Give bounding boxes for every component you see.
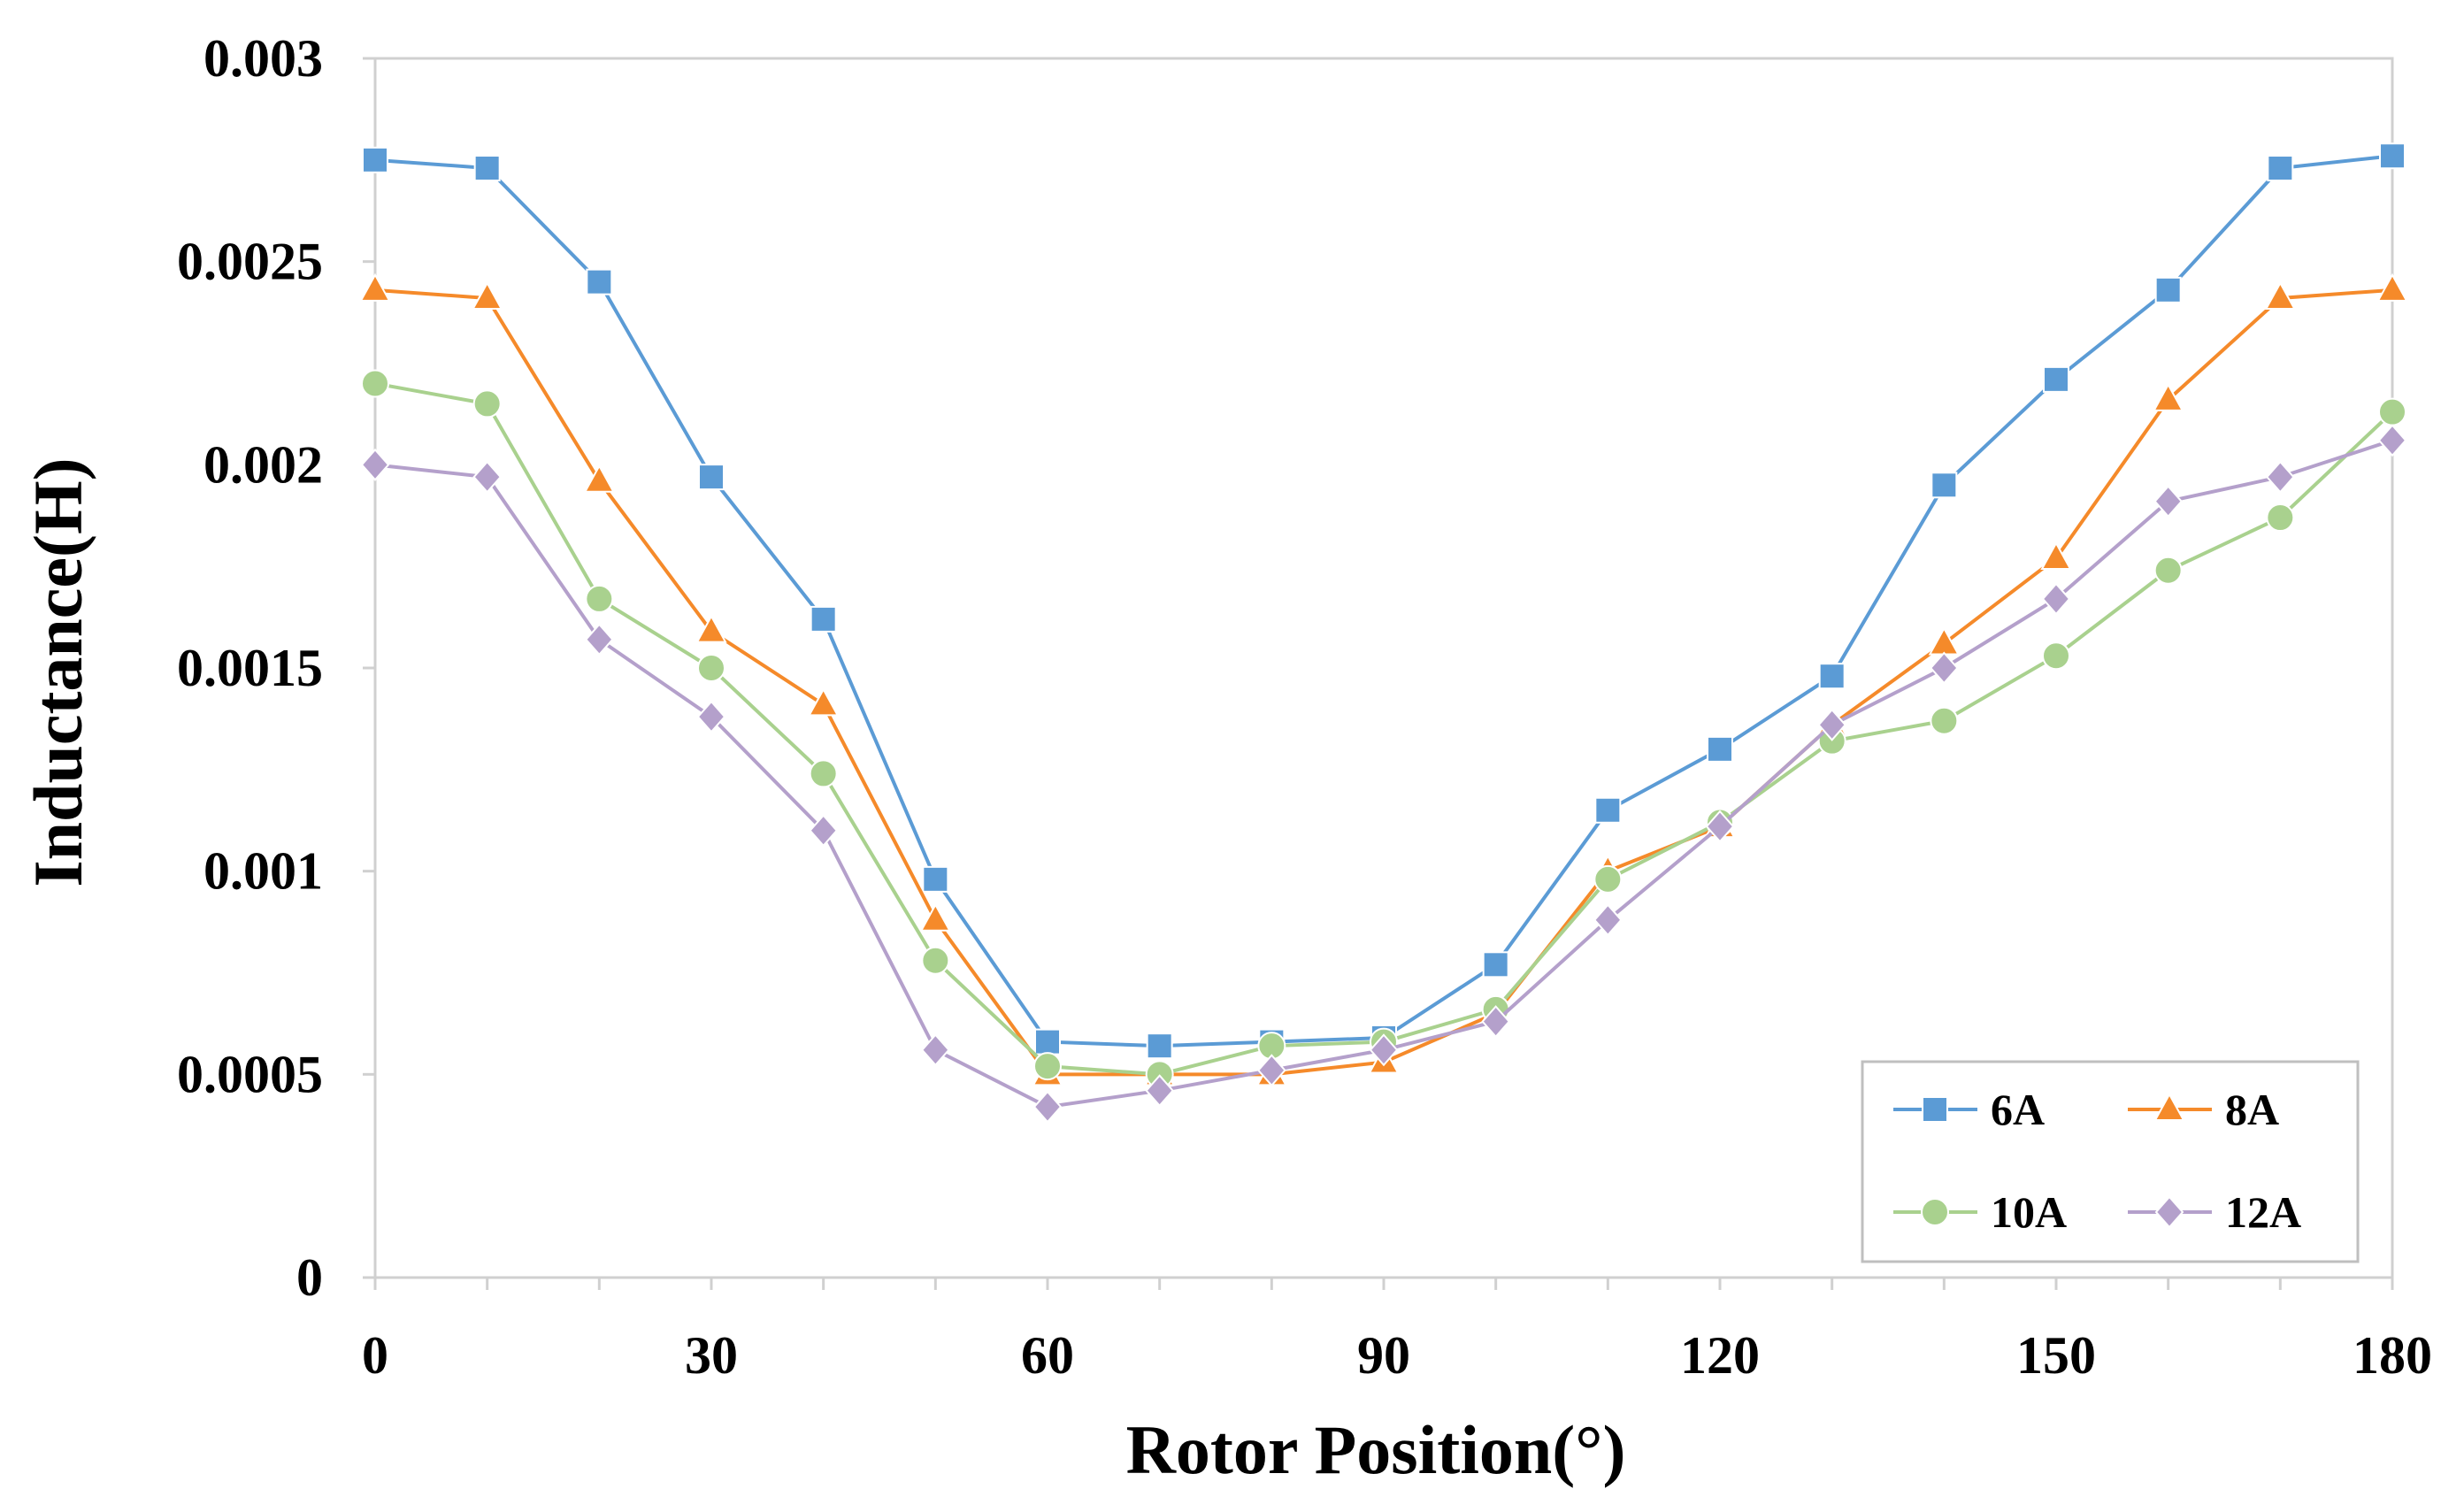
legend-label: 8A <box>2225 1085 2279 1134</box>
data-point-12a <box>1369 1033 1399 1067</box>
data-point-6a <box>1707 735 1733 763</box>
data-point-8a <box>359 272 391 302</box>
legend-marker <box>1921 1198 1949 1226</box>
legend-item-8a: 8A <box>2128 1085 2279 1134</box>
x-tick-label: 0 <box>362 1326 388 1385</box>
data-point-6a <box>1818 663 1846 690</box>
data-point-12a <box>1032 1090 1063 1124</box>
data-point-6a <box>1146 1032 1173 1060</box>
data-point-12a <box>1705 810 1735 843</box>
series-layer <box>359 142 2408 1124</box>
y-tick-label: 0 <box>296 1248 323 1307</box>
data-point-8a <box>2040 541 2072 570</box>
data-point-10a <box>1930 706 1959 735</box>
x-tick-label: 120 <box>1680 1326 1760 1385</box>
legend-marker <box>2153 1092 2185 1121</box>
x-axis-title: Rotor Position(°) <box>1126 1411 1626 1488</box>
data-point-12a <box>2377 424 2407 457</box>
legend-label: 6A <box>1991 1085 2045 1134</box>
data-point-8a <box>919 902 952 932</box>
data-point-6a <box>2379 142 2406 170</box>
data-point-10a <box>585 584 614 613</box>
y-axis-ticks: 0 0.0005 0.001 0.0015 0.002 0.0025 0.003 <box>177 29 375 1307</box>
legend-label: 10A <box>1991 1187 2067 1237</box>
data-point-12a <box>1481 1005 1511 1039</box>
data-point-10a <box>472 389 502 418</box>
data-point-8a <box>807 687 840 717</box>
data-point-6a <box>1482 951 1509 979</box>
data-point-12a <box>1929 651 1959 685</box>
data-point-12a <box>1256 1054 1286 1087</box>
legend-marker <box>2154 1195 2184 1229</box>
data-point-10a <box>2153 556 2183 585</box>
data-point-10a <box>2042 641 2070 671</box>
data-point-10a <box>697 654 725 682</box>
data-point-10a <box>809 759 838 788</box>
data-point-6a <box>473 155 501 182</box>
data-point-10a <box>361 369 389 398</box>
y-tick-label: 0.001 <box>203 842 323 901</box>
legend-item-6a: 6A <box>1893 1085 2045 1134</box>
data-point-6a <box>2154 276 2182 303</box>
data-point-8a <box>2152 382 2184 411</box>
series-12a <box>360 424 2407 1124</box>
data-point-12a <box>360 448 390 481</box>
data-point-10a <box>2378 397 2406 426</box>
data-point-6a <box>1931 472 1958 499</box>
data-point-8a <box>2376 272 2408 302</box>
y-tick-label: 0.0025 <box>177 233 323 291</box>
x-tick-label: 60 <box>1021 1326 1074 1385</box>
data-point-6a <box>362 146 388 173</box>
data-point-6a <box>1034 1028 1061 1055</box>
data-point-12a <box>2265 460 2295 494</box>
data-point-12a <box>472 460 503 494</box>
x-tick-label: 180 <box>2353 1326 2432 1385</box>
x-tick-label: 150 <box>2016 1326 2096 1385</box>
data-point-8a <box>583 464 616 493</box>
data-point-6a <box>2043 365 2069 393</box>
y-tick-label: 0.002 <box>203 435 323 494</box>
data-point-10a <box>1593 864 1623 894</box>
data-point-12a <box>1593 903 1623 937</box>
legend-box <box>1861 1060 2360 1263</box>
x-axis-ticks: 0 30 60 90 120 150 180 <box>362 1278 2432 1385</box>
x-tick-label: 90 <box>1357 1326 1410 1385</box>
data-point-10a <box>921 946 950 975</box>
y-tick-label: 0.0015 <box>177 639 323 697</box>
data-point-10a <box>1033 1052 1062 1081</box>
data-point-12a <box>1145 1074 1175 1108</box>
data-point-12a <box>1817 708 1847 741</box>
data-point-6a <box>698 464 725 491</box>
data-point-12a <box>809 814 839 848</box>
data-point-8a <box>471 280 503 311</box>
data-point-6a <box>922 865 949 893</box>
data-point-12a <box>696 700 726 733</box>
y-tick-label: 0.003 <box>203 29 323 88</box>
data-point-10a <box>2266 503 2295 533</box>
data-point-12a <box>584 623 614 656</box>
data-point-12a <box>920 1033 950 1067</box>
legend-label: 12A <box>2225 1187 2301 1237</box>
y-axis-title: Inductance(H) <box>19 457 96 886</box>
x-tick-label: 30 <box>685 1326 738 1385</box>
legend: 6A 8A 10A 12A <box>1861 1060 2360 1263</box>
data-point-12a <box>2153 485 2184 518</box>
data-point-6a <box>586 268 613 295</box>
data-point-8a <box>695 614 727 643</box>
legend-item-12a: 12A <box>2128 1187 2301 1237</box>
data-point-8a <box>2264 280 2297 311</box>
data-point-12a <box>2041 582 2071 616</box>
data-point-6a <box>2267 155 2294 182</box>
legend-item-10a: 10A <box>1893 1187 2067 1237</box>
data-point-6a <box>810 605 837 633</box>
y-tick-label: 0.0005 <box>177 1045 323 1103</box>
data-point-6a <box>1594 796 1622 824</box>
legend-marker <box>1922 1096 1948 1123</box>
